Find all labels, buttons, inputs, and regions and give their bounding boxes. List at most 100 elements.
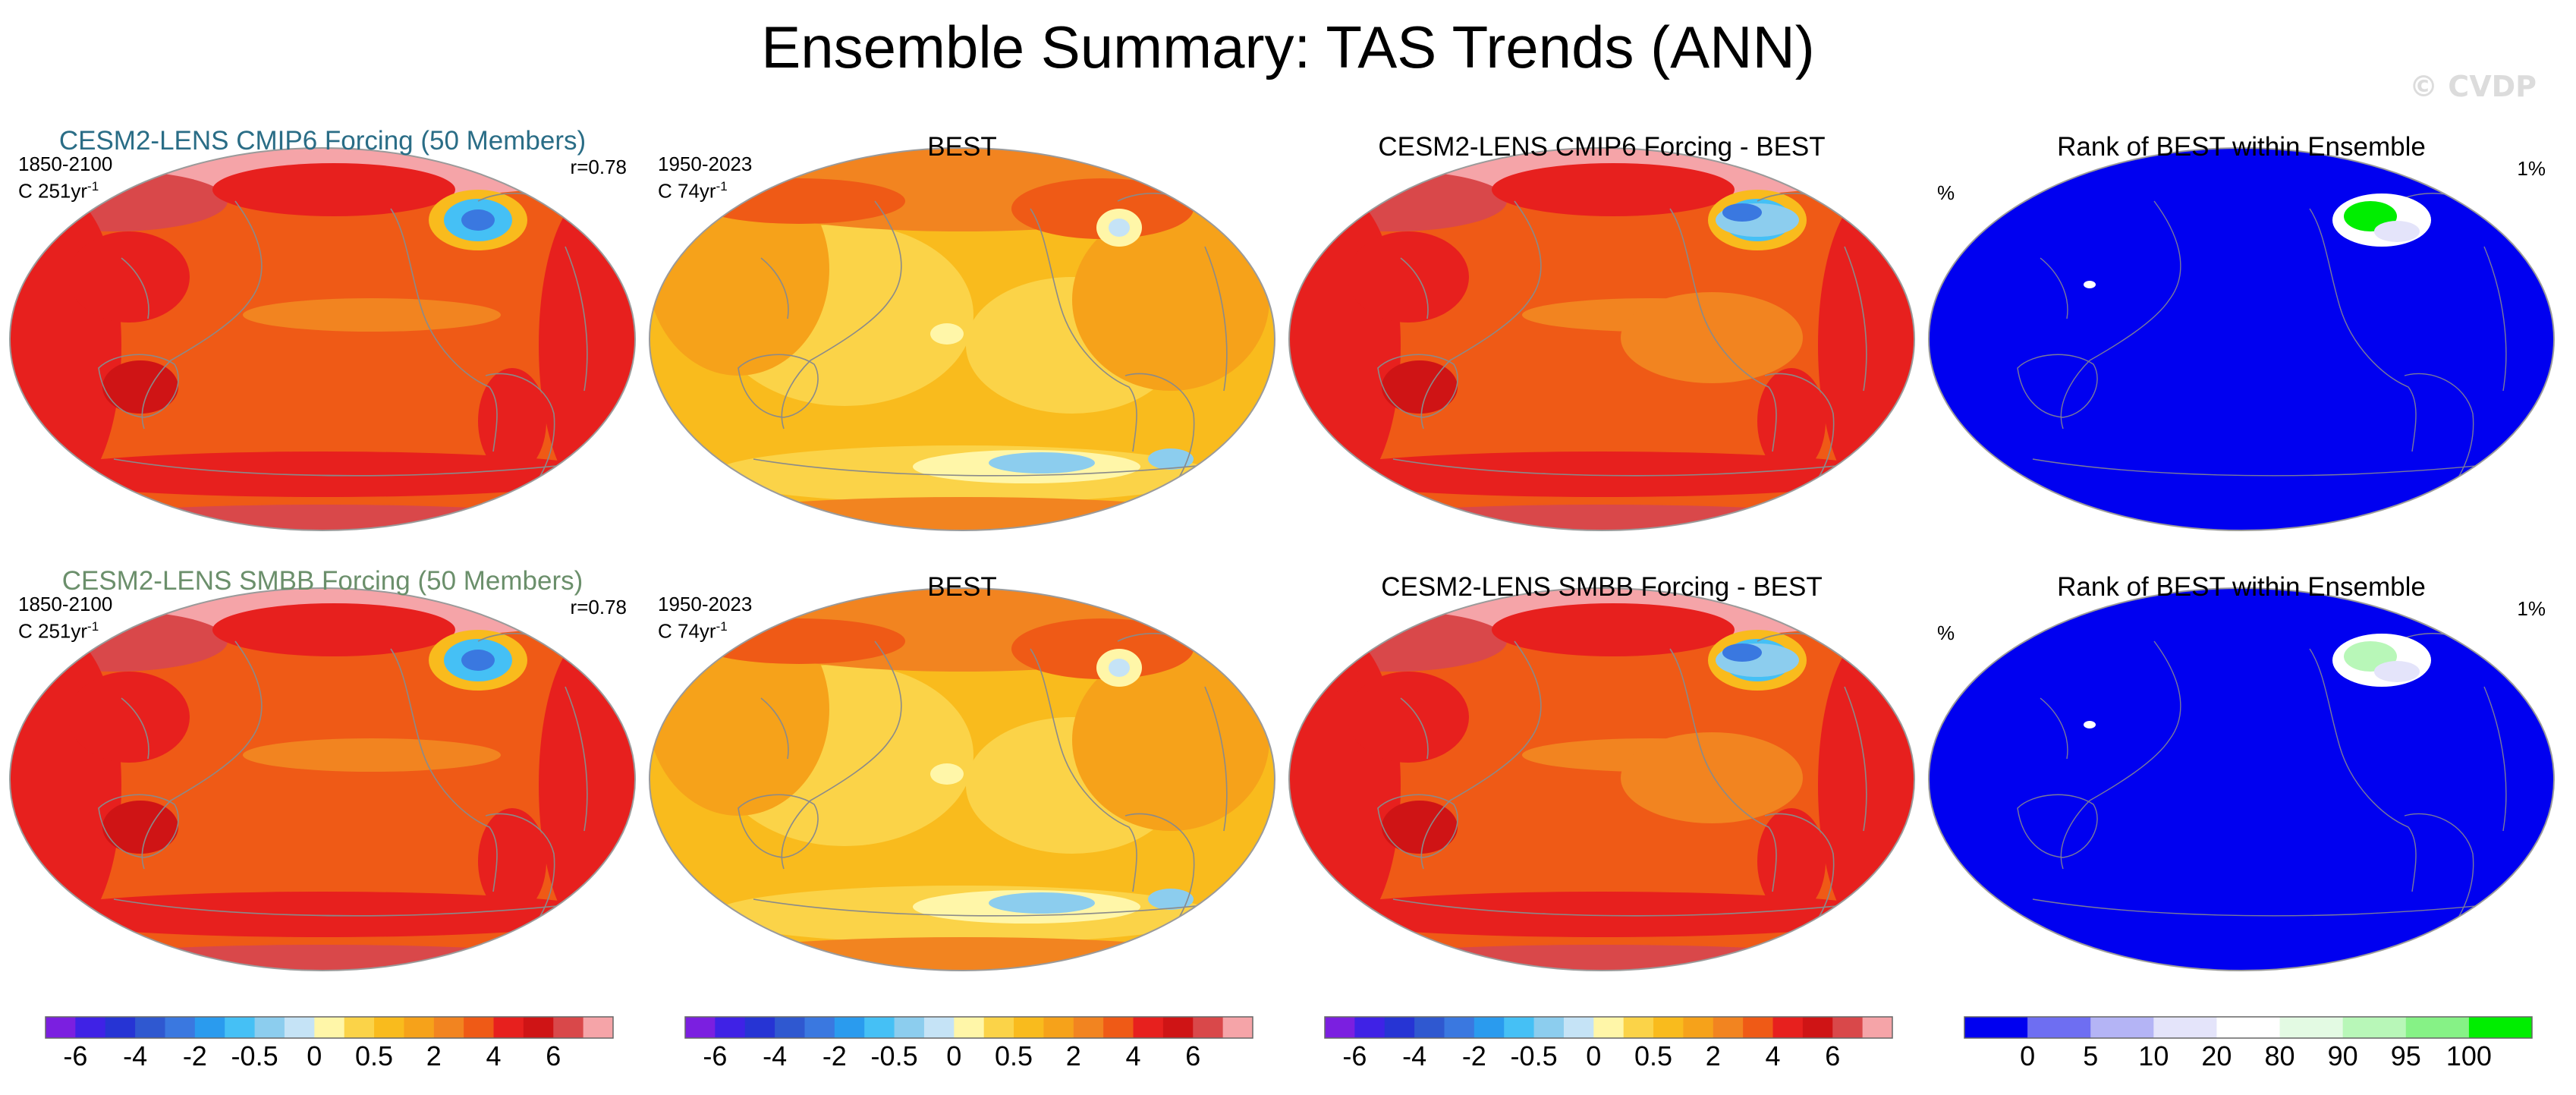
colorbar-tick-label: 6: [1825, 1040, 1841, 1071]
trend-region: [1826, 505, 1914, 530]
period-label: 1950-2023: [658, 593, 753, 615]
trend-region: [1109, 659, 1130, 677]
colorbar-swatch: [1653, 1017, 1684, 1038]
colorbar-tick-label: 4: [1125, 1040, 1141, 1071]
colorbar-border: [684, 1016, 1253, 1039]
colorbar-swatch: [1533, 1017, 1565, 1038]
map-panel: BEST 1950-2023 C 74yr-1: [647, 118, 1277, 543]
units-label: C 251yr: [18, 619, 88, 643]
colorbar-tick-label: 4: [1765, 1040, 1781, 1071]
map: [1928, 147, 2555, 531]
panel-period: %: [1937, 621, 1955, 644]
coastlines: [2017, 193, 2534, 502]
trend-region: [68, 672, 190, 763]
coastlines: [98, 192, 615, 502]
colorbar-swatch: [2342, 1017, 2407, 1038]
colorbar-tick-label: 2: [1705, 1040, 1721, 1071]
map: [649, 587, 1275, 971]
map-outline: [1928, 147, 2555, 531]
colorbar-swatch: [744, 1017, 775, 1038]
colorbar-swatch: [1772, 1017, 1804, 1038]
trend-region: [1306, 892, 1898, 937]
colorbar-tick-label: -4: [123, 1040, 148, 1071]
colorbar-swatch: [2279, 1017, 2344, 1038]
trend-region: [989, 452, 1095, 474]
colorbar-tick-label: 0: [1586, 1040, 1602, 1071]
trend-region: [212, 163, 455, 216]
trend-region: [243, 298, 501, 332]
panel-period: 1850-2100 C 251yr-1: [18, 593, 112, 643]
trend-region: [1289, 611, 1507, 672]
colorbar-tick-label: -4: [1402, 1040, 1427, 1071]
colorbar-swatch: [1713, 1017, 1744, 1038]
panel-title: Rank of BEST within Ensemble: [2057, 132, 2426, 162]
colorbar-tick-label: 5: [2083, 1040, 2099, 1071]
colorbar-swatch: [1043, 1017, 1074, 1038]
trend-region: [1621, 732, 1803, 823]
units-exponent: -1: [87, 619, 99, 634]
colorbar-tick-label: 2: [426, 1040, 442, 1071]
colorbar-swatch: [464, 1017, 495, 1038]
panel-stat: 1%: [2517, 597, 2546, 620]
colorbar-swatch: [433, 1017, 464, 1038]
colorbar-tick-label: -6: [703, 1040, 728, 1071]
panel-title: CESM2-LENS SMBB Forcing - BEST: [1381, 572, 1823, 602]
colorbar-tick-label: 90: [2327, 1040, 2358, 1071]
colorbar-swatch: [344, 1017, 375, 1038]
trend-region: [930, 763, 964, 785]
colorbar-swatch: [775, 1017, 805, 1038]
period-label: %: [1937, 181, 1955, 204]
colorbar-swatch: [46, 1017, 76, 1038]
trend-region: [27, 505, 618, 530]
colorbar-tick-label: -6: [1342, 1040, 1367, 1071]
watermark: © CVDP: [2409, 70, 2537, 103]
map: [1928, 587, 2555, 971]
trend-region: [1306, 945, 1898, 971]
colorbar-swatch: [1162, 1017, 1194, 1038]
panel-title: Rank of BEST within Ensemble: [2057, 572, 2426, 602]
panel-period: 1950-2023 C 74yr-1: [658, 153, 752, 203]
colorbar-swatch: [284, 1017, 315, 1038]
colorbar-tick-label: 0: [307, 1040, 322, 1071]
coastlines: [738, 632, 1255, 942]
colorbar-swatch: [493, 1017, 524, 1038]
colorbar-tick-label: 95: [2390, 1040, 2421, 1071]
panel-stat: r=0.78: [570, 156, 627, 178]
trend-region: [1289, 171, 1507, 231]
panel-title: CESM2-LENS CMIP6 Forcing (50 Members): [58, 126, 587, 156]
colorbar-tick-label: 0.5: [995, 1040, 1033, 1071]
colorbar-swatch: [1832, 1017, 1864, 1038]
colorbar-tick-label: -0.5: [870, 1040, 918, 1071]
trend-region: [1492, 603, 1735, 656]
trend-region: [1722, 643, 1762, 662]
trend-region: [212, 603, 455, 656]
colorbar-tick-label: -0.5: [1510, 1040, 1558, 1071]
map: [9, 587, 636, 971]
colorbar-swatch: [1354, 1017, 1386, 1038]
figure-title: Ensemble Summary: TAS Trends (ANN): [761, 14, 1815, 80]
map-outline: [9, 587, 636, 971]
panel-stat: 1%: [2517, 157, 2546, 180]
period-label: 1850-2100: [18, 593, 113, 615]
panel-period: 1850-2100 C 251yr-1: [18, 153, 112, 203]
colorbar-tick-label: 100: [2445, 1040, 2492, 1071]
colorbar-tick-label: 0.5: [355, 1040, 394, 1071]
map-panel: BEST 1950-2023 C 74yr-1: [647, 558, 1277, 983]
colorbar-swatch: [523, 1017, 554, 1038]
colorbar-swatch: [404, 1017, 435, 1038]
rank-region: [2084, 721, 2096, 728]
colorbar-swatch: [923, 1017, 955, 1038]
colorbar-swatch: [194, 1017, 225, 1038]
colorbar-swatch: [2153, 1017, 2217, 1038]
trend-region: [1348, 672, 1469, 763]
colorbar-tick-label: -6: [63, 1040, 88, 1071]
map-panel: CESM2-LENS SMBB Forcing - BEST: [1287, 558, 1917, 983]
colorbar-tick-label: -2: [1461, 1040, 1486, 1071]
colorbar-swatch: [1414, 1017, 1445, 1038]
map-panel: CESM2-LENS SMBB Forcing (50 Members) 1850…: [8, 558, 637, 983]
map: [649, 147, 1275, 531]
trend-region: [27, 892, 618, 937]
colorbar-swatch: [1862, 1017, 1893, 1038]
colorbar-swatch: [135, 1017, 165, 1038]
trend-region: [1306, 452, 1898, 497]
